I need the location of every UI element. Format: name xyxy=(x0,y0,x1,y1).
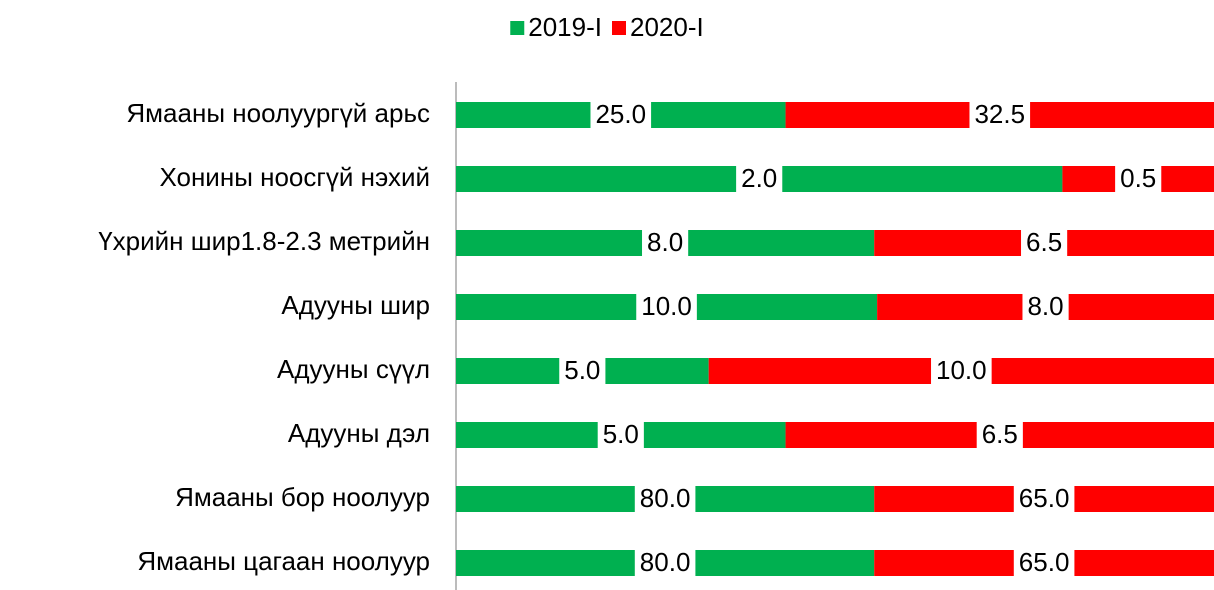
legend-label: 2020-I xyxy=(630,12,704,42)
value-label-bg xyxy=(636,290,697,324)
value-label-bg xyxy=(1013,482,1075,516)
value-label-bg xyxy=(642,226,689,260)
value-label: 0.5 xyxy=(1120,163,1156,193)
category-label: Ямааны цагаан ноолуур xyxy=(137,546,430,576)
value-label: 10.0 xyxy=(936,355,987,385)
value-label-bg xyxy=(597,418,644,452)
value-label-bg xyxy=(1022,290,1069,324)
category-label: Адууны дэл xyxy=(288,418,430,448)
value-label: 65.0 xyxy=(1019,547,1070,577)
category-label: Ямааны ноолуургүй арьс xyxy=(126,98,430,128)
value-label-bg xyxy=(590,98,652,132)
value-label: 32.5 xyxy=(974,99,1025,129)
value-label-bg xyxy=(1115,162,1162,196)
value-label-bg xyxy=(736,162,783,196)
value-label-bg xyxy=(976,418,1023,452)
value-label-bg xyxy=(1013,546,1075,580)
legend-label: 2019-I xyxy=(528,12,602,42)
value-label: 80.0 xyxy=(640,483,691,513)
value-label: 8.0 xyxy=(1027,291,1063,321)
value-label: 5.0 xyxy=(564,355,600,385)
value-label: 10.0 xyxy=(641,291,692,321)
value-label: 80.0 xyxy=(640,547,691,577)
value-label: 6.5 xyxy=(982,419,1018,449)
value-label-bg xyxy=(634,546,696,580)
value-label: 6.5 xyxy=(1026,227,1062,257)
legend-swatch xyxy=(612,21,626,35)
value-label: 65.0 xyxy=(1019,483,1070,513)
value-label: 2.0 xyxy=(741,163,777,193)
value-label-bg xyxy=(969,98,1031,132)
category-label: Ямааны бор ноолуур xyxy=(175,482,430,512)
value-label: 25.0 xyxy=(595,99,646,129)
value-label-bg xyxy=(1021,226,1068,260)
value-label-bg xyxy=(559,354,606,388)
value-label: 8.0 xyxy=(647,227,683,257)
category-label: Хонины ноосгүй нэхий xyxy=(159,162,430,192)
value-label: 5.0 xyxy=(603,419,639,449)
value-label-bg xyxy=(634,482,696,516)
category-label: Адууны сүүл xyxy=(277,354,430,384)
value-label-bg xyxy=(931,354,992,388)
legend-swatch xyxy=(510,21,525,35)
category-label: Үхрийн шир1.8-2.3 метрийн xyxy=(98,226,430,256)
category-label: Адууны шир xyxy=(281,290,430,320)
